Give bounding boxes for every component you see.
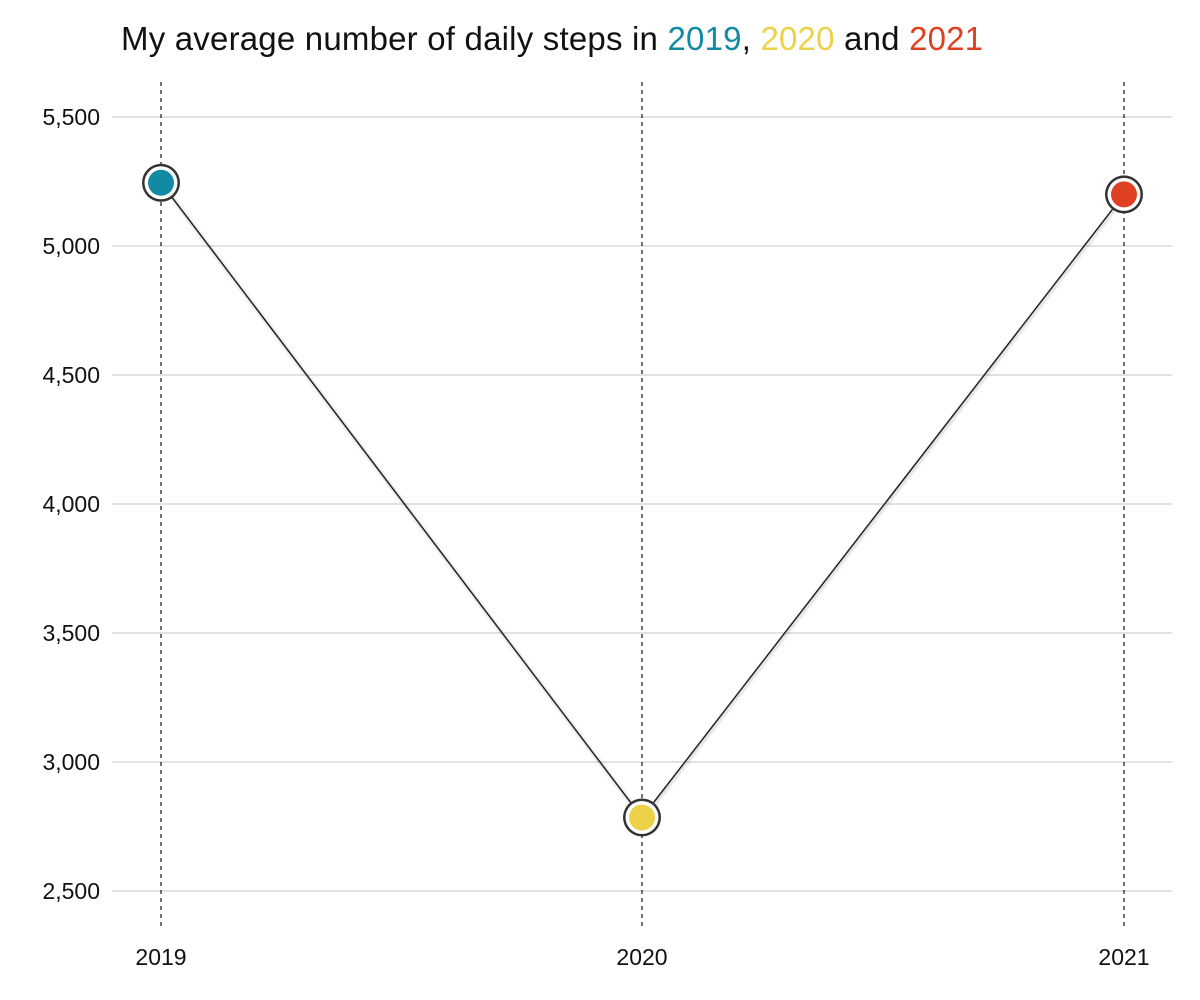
data-point-fill bbox=[629, 804, 655, 831]
y-tick-label: 4,000 bbox=[42, 491, 100, 517]
title-year-2021: 2021 bbox=[909, 20, 984, 57]
chart-title: My average number of daily steps in 2019… bbox=[121, 20, 983, 58]
title-separator-comma: , bbox=[741, 20, 761, 57]
data-point-fill bbox=[148, 169, 174, 196]
y-tick-label: 5,500 bbox=[42, 104, 100, 130]
x-tick-label: 2021 bbox=[1098, 944, 1149, 970]
steps-data-points bbox=[142, 163, 1143, 837]
y-axis-tick-labels: 2,500 3,000 3,500 4,000 4,500 5,000 5,500 bbox=[42, 104, 100, 904]
x-tick-label: 2019 bbox=[135, 944, 186, 970]
x-axis-tick-labels: 2019 2020 2021 bbox=[135, 944, 1149, 970]
title-year-2019: 2019 bbox=[667, 20, 742, 57]
data-point-2020 bbox=[623, 798, 661, 837]
horizontal-gridlines bbox=[112, 116, 1172, 892]
x-tick-label: 2020 bbox=[616, 944, 667, 970]
data-point-2021 bbox=[1105, 175, 1143, 214]
y-tick-label: 4,500 bbox=[42, 362, 100, 388]
title-separator-and: and bbox=[834, 20, 910, 57]
y-tick-label: 3,500 bbox=[42, 620, 100, 646]
y-tick-label: 5,000 bbox=[42, 233, 100, 259]
y-tick-label: 2,500 bbox=[42, 878, 100, 904]
vertical-dashed-guides bbox=[160, 82, 1125, 930]
title-year-2020: 2020 bbox=[760, 20, 835, 57]
y-tick-label: 3,000 bbox=[42, 749, 100, 775]
data-point-2019 bbox=[142, 163, 180, 202]
data-point-fill bbox=[1111, 181, 1137, 208]
title-prefix: My average number of daily steps in bbox=[121, 20, 668, 57]
